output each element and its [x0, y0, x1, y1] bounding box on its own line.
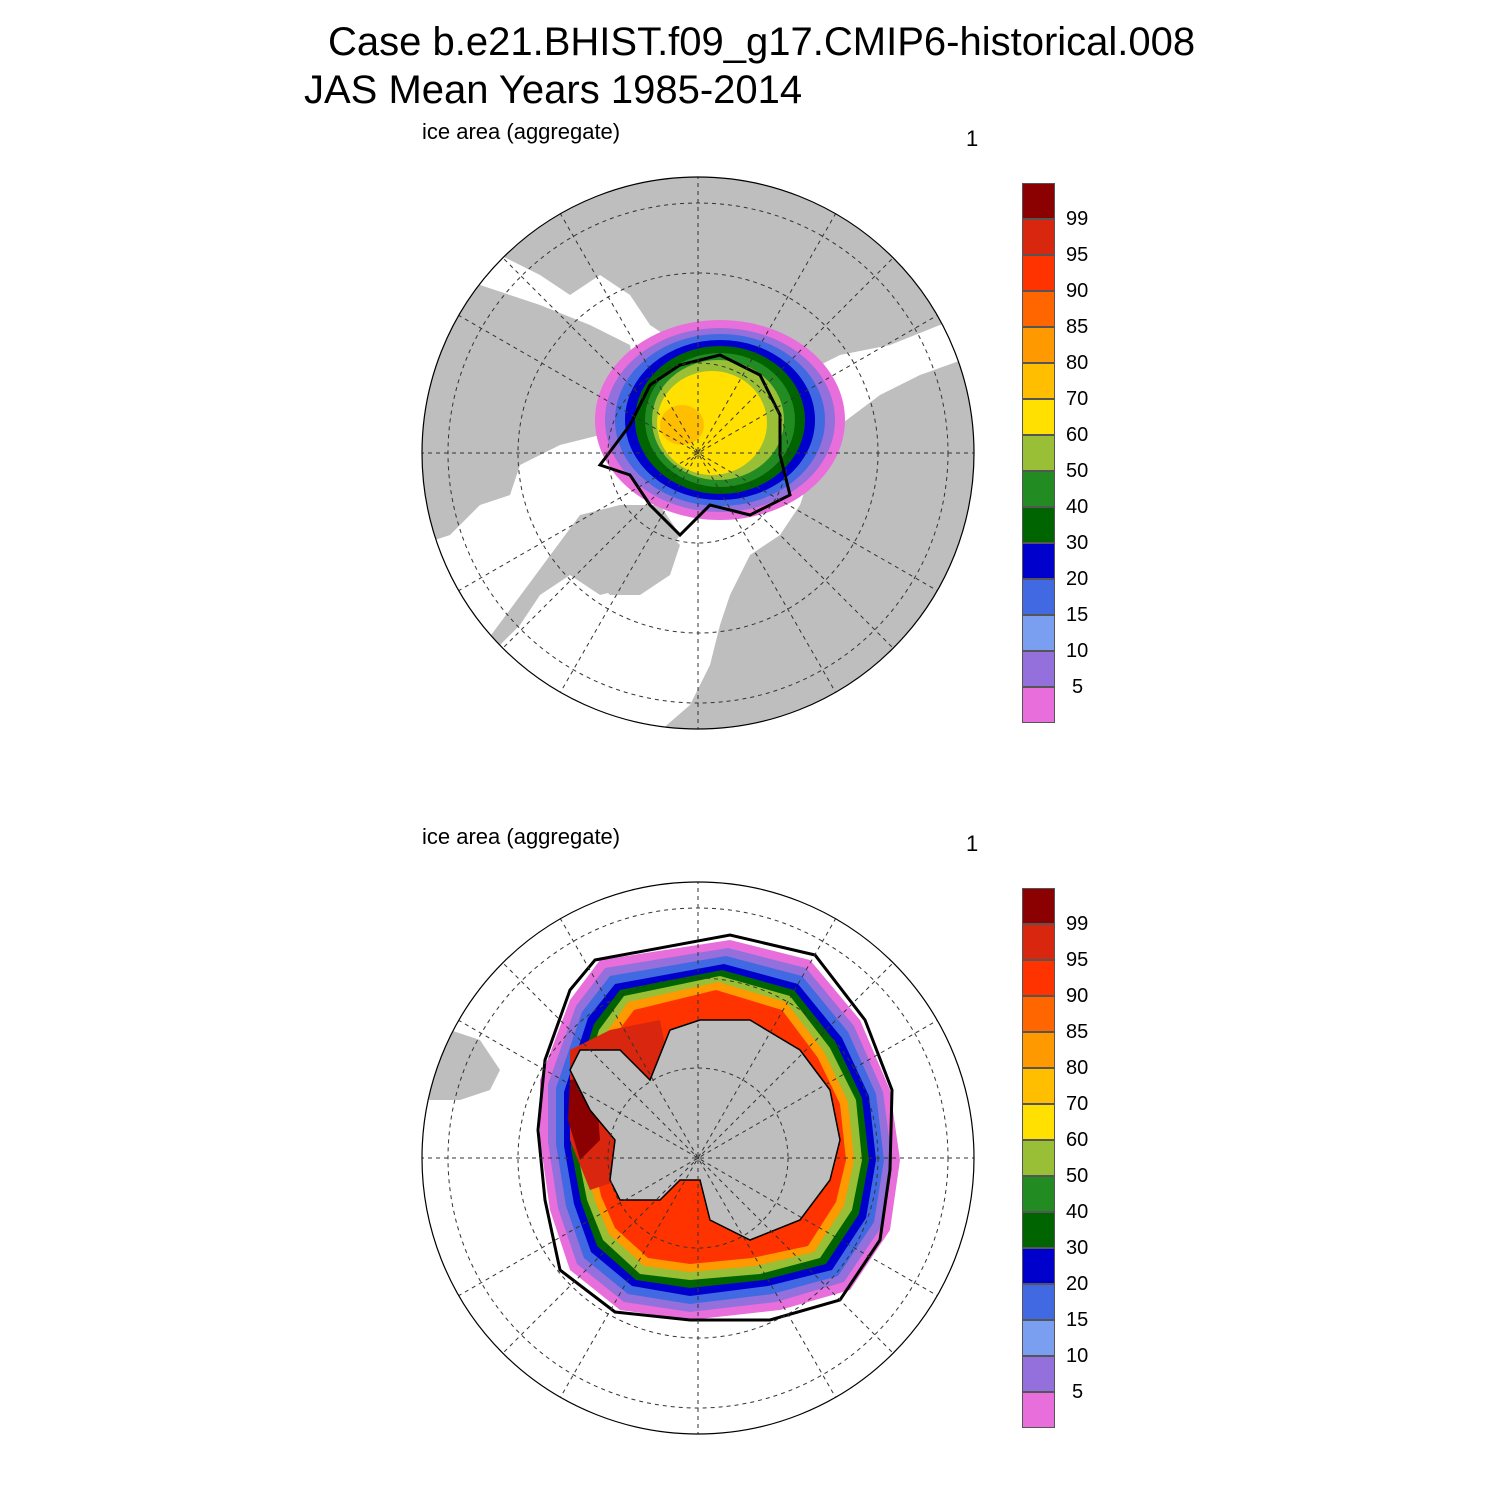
- colorbar-swatch: [1022, 1104, 1055, 1140]
- colorbar-swatch: [1022, 399, 1055, 435]
- antarctic-panel: ice area (aggregate) 1: [0, 705, 1500, 1435]
- colorbar-label: 40: [1066, 1201, 1089, 1223]
- colorbar-label: 70: [1066, 388, 1089, 410]
- colorbar-swatch: [1022, 1176, 1055, 1212]
- colorbar-label: 50: [1066, 460, 1089, 482]
- colorbar-swatch: [1022, 363, 1055, 399]
- colorbar-swatch: [1022, 543, 1055, 579]
- land-europe: [660, 355, 974, 729]
- colorbar-label: 90: [1066, 985, 1089, 1007]
- arctic-polar-map: [421, 176, 975, 730]
- ice-70: [657, 371, 767, 475]
- colorbar-label: 85: [1066, 1021, 1089, 1043]
- colorbar-swatch: [1022, 1032, 1055, 1068]
- colorbar-swatch: [1022, 651, 1055, 687]
- colorbar-label: 20: [1066, 568, 1089, 590]
- colorbar-label: 15: [1066, 604, 1089, 626]
- colorbar-label: 99: [1066, 208, 1089, 230]
- colorbar-label: 95: [1066, 949, 1089, 971]
- colorbar-swatch: [1022, 435, 1055, 471]
- colorbar-swatch: [1022, 1284, 1055, 1320]
- colorbar-swatch: [1022, 471, 1055, 507]
- colorbar-swatch: [1022, 687, 1055, 723]
- colorbar-swatch: [1022, 1140, 1055, 1176]
- colorbar-swatch: [1022, 615, 1055, 651]
- colorbar-swatch: [1022, 1248, 1055, 1284]
- arctic-panel: ice area (aggregate) 1: [0, 0, 1500, 730]
- colorbar-label: 80: [1066, 352, 1089, 374]
- colorbar-label: 15: [1066, 1309, 1089, 1331]
- colorbar-swatch: [1022, 1068, 1055, 1104]
- colorbar-label: 60: [1066, 424, 1089, 446]
- colorbar-label: 40: [1066, 496, 1089, 518]
- colorbar-swatch: [1022, 1392, 1055, 1428]
- colorbar-swatch: [1022, 183, 1055, 219]
- graticule: [422, 882, 974, 1434]
- colorbar-label: 70: [1066, 1093, 1089, 1115]
- land-greenland: [590, 525, 680, 595]
- colorbar-swatch: [1022, 219, 1055, 255]
- ice-edge-contour: [536, 933, 894, 1322]
- colorbar-label: 10: [1066, 640, 1089, 662]
- panel-right-label: 1: [966, 831, 979, 856]
- colorbar-label: 60: [1066, 1129, 1089, 1151]
- colorbar-label: 80: [1066, 1057, 1089, 1079]
- colorbar-swatch: [1022, 255, 1055, 291]
- colorbar-swatch: [1022, 960, 1055, 996]
- colorbar-swatch: [1022, 579, 1055, 615]
- colorbar-swatch: [1022, 996, 1055, 1032]
- colorbar-label: 95: [1066, 244, 1089, 266]
- colorbar-label: 20: [1066, 1273, 1089, 1295]
- colorbar: 99 95 90 85 80 70 60 50 40 30 20 15 10 5: [1022, 183, 1132, 723]
- colorbar-label: 5: [1072, 676, 1084, 698]
- antarctic-polar-map: [421, 881, 975, 1435]
- colorbar-swatch: [1022, 1356, 1055, 1392]
- graticule: [422, 177, 974, 729]
- colorbar-label: 5: [1072, 1381, 1084, 1403]
- colorbar-label: 10: [1066, 1345, 1089, 1367]
- colorbar-label: 90: [1066, 280, 1089, 302]
- colorbar-swatch: [1022, 1212, 1055, 1248]
- panel-left-label: ice area (aggregate): [422, 824, 621, 849]
- colorbar: 99 95 90 85 80 70 60 50 40 30 20 15 10 5: [1022, 888, 1132, 1428]
- panel-right-label: 1: [966, 126, 979, 151]
- ice-edge-contour: [597, 353, 792, 538]
- land-antarctica: [569, 1019, 841, 1241]
- colorbar-label: 99: [1066, 913, 1089, 935]
- colorbar-label: 50: [1066, 1165, 1089, 1187]
- colorbar-label: 30: [1066, 1237, 1089, 1259]
- panel-left-label: ice area (aggregate): [422, 119, 621, 144]
- colorbar-swatch: [1022, 924, 1055, 960]
- ice-80: [660, 405, 704, 445]
- title-line-1: Case b.e21.BHIST.f09_g17.CMIP6-historica…: [328, 20, 1196, 64]
- colorbar-swatch: [1022, 888, 1055, 924]
- colorbar-label: 85: [1066, 316, 1089, 338]
- land-asia: [422, 285, 635, 545]
- colorbar-swatch: [1022, 507, 1055, 543]
- colorbar-swatch: [1022, 1320, 1055, 1356]
- colorbar-swatch: [1022, 327, 1055, 363]
- colorbar-swatch: [1022, 291, 1055, 327]
- colorbar-label: 30: [1066, 532, 1089, 554]
- title-line-2: JAS Mean Years 1985-2014: [304, 68, 803, 112]
